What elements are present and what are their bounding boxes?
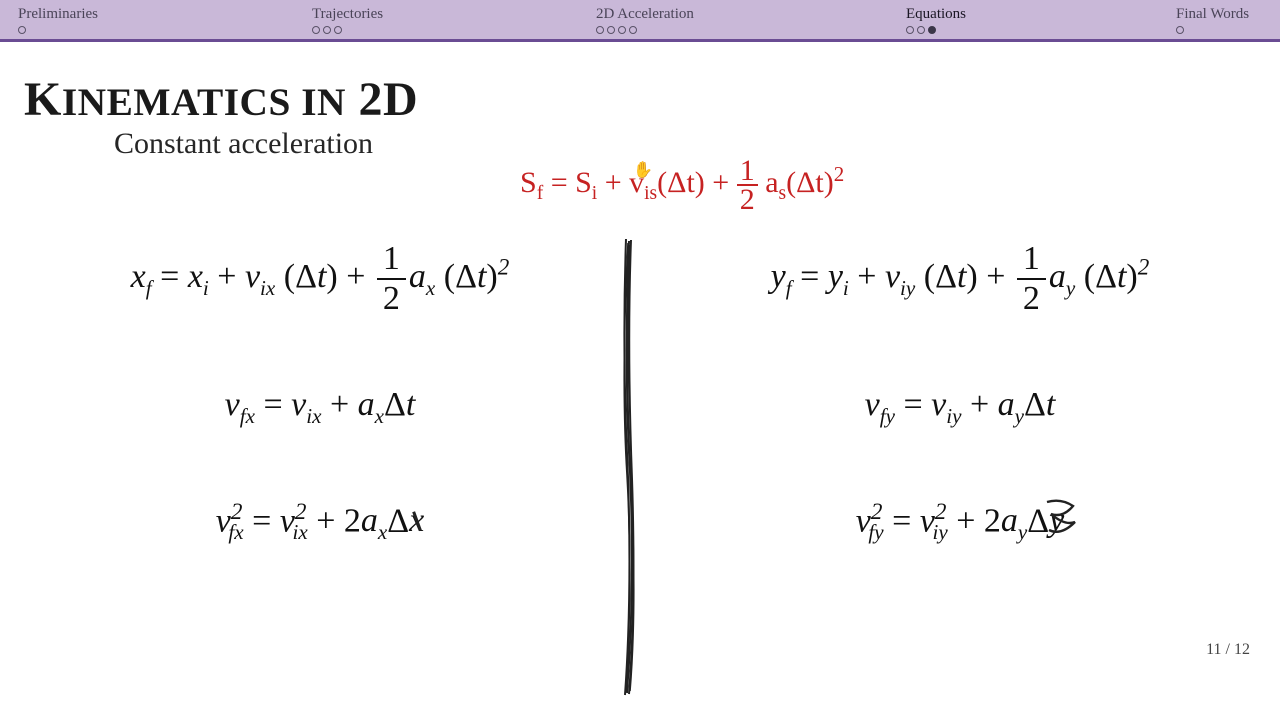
eq-y-position: yf = yi + viy (Δt) + 12ay (Δt)2 — [640, 242, 1280, 316]
navbar: Preliminaries Trajectories 2D Acceleration… — [0, 0, 1280, 42]
nav-label: Final Words — [1176, 6, 1249, 23]
eq-x-vsq: v2fx = v2ix + 2axΔx — [0, 499, 640, 545]
nav-label: 2D Acceleration — [596, 6, 694, 23]
eq-y-velocity: vfy = viy + ayΔt — [640, 386, 1280, 429]
progress-dot[interactable] — [618, 26, 626, 34]
progress-dot[interactable] — [906, 26, 914, 34]
progress-dot[interactable] — [18, 26, 26, 34]
progress-dot[interactable] — [629, 26, 637, 34]
eq-y-vsq: v2fy = v2iy + 2ayΔy — [640, 499, 1280, 545]
nav-equations[interactable]: Equations — [906, 6, 966, 34]
nav-progress-dots — [906, 26, 966, 34]
nav-trajectories[interactable]: Trajectories — [312, 6, 383, 34]
eq-x-velocity: vfx = vix + axΔt — [0, 386, 640, 429]
slide-body: KINEMATICS IN 2D Constant acceleration ✋… — [0, 42, 1280, 717]
nav-label: Trajectories — [312, 6, 383, 23]
nav-label: Equations — [906, 6, 966, 23]
subtitle-handwritten: Constant acceleration — [114, 127, 1256, 161]
nav-progress-dots — [1176, 26, 1249, 34]
slide-title: KINEMATICS IN 2D — [24, 72, 1256, 127]
eq-x-position: xf = xi + vix (Δt) + 12ax (Δt)2 — [0, 242, 640, 316]
progress-dot[interactable] — [1176, 26, 1184, 34]
nav-progress-dots — [312, 26, 383, 34]
nav-preliminaries[interactable]: Preliminaries — [18, 6, 98, 34]
progress-dot[interactable] — [323, 26, 331, 34]
equations-grid: xf = xi + vix (Δt) + 12ax (Δt)2 yf = yi … — [0, 242, 1280, 545]
progress-dot[interactable] — [928, 26, 936, 34]
progress-dot[interactable] — [596, 26, 604, 34]
handwritten-equation: Sf = Si + vis(Δt) + 12 as(Δt)2 — [520, 157, 844, 213]
progress-dot[interactable] — [917, 26, 925, 34]
progress-dot[interactable] — [334, 26, 342, 34]
nav-2d-acceleration[interactable]: 2D Acceleration — [596, 6, 694, 34]
nav-final-words[interactable]: Final Words — [1176, 6, 1249, 34]
nav-progress-dots — [18, 26, 98, 34]
page-number: 11 / 12 — [1206, 641, 1250, 659]
nav-label: Preliminaries — [18, 6, 98, 23]
nav-progress-dots — [596, 26, 694, 34]
progress-dot[interactable] — [312, 26, 320, 34]
progress-dot[interactable] — [607, 26, 615, 34]
